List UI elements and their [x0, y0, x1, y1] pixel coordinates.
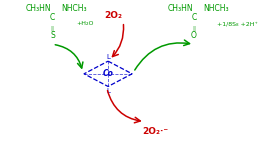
Text: CH₃HN: CH₃HN — [167, 4, 193, 13]
Text: Co: Co — [103, 69, 113, 78]
Text: +H₂O: +H₂O — [77, 21, 94, 26]
Text: 2O₂·⁻: 2O₂·⁻ — [142, 127, 168, 136]
Text: +1/8S₈ +2H⁺: +1/8S₈ +2H⁺ — [217, 21, 258, 26]
Text: NHCH₃: NHCH₃ — [203, 4, 228, 13]
Text: L: L — [106, 54, 110, 60]
Text: CH₃HN: CH₃HN — [26, 4, 52, 13]
Text: C: C — [50, 13, 55, 22]
Text: S: S — [50, 31, 55, 40]
Text: NHCH₃: NHCH₃ — [61, 4, 87, 13]
Text: L: L — [106, 88, 110, 94]
Text: 2O₂: 2O₂ — [104, 11, 122, 20]
Text: C: C — [191, 13, 197, 22]
Text: O: O — [191, 31, 197, 40]
Text: ||: || — [51, 25, 55, 31]
Text: ||: || — [192, 25, 196, 31]
